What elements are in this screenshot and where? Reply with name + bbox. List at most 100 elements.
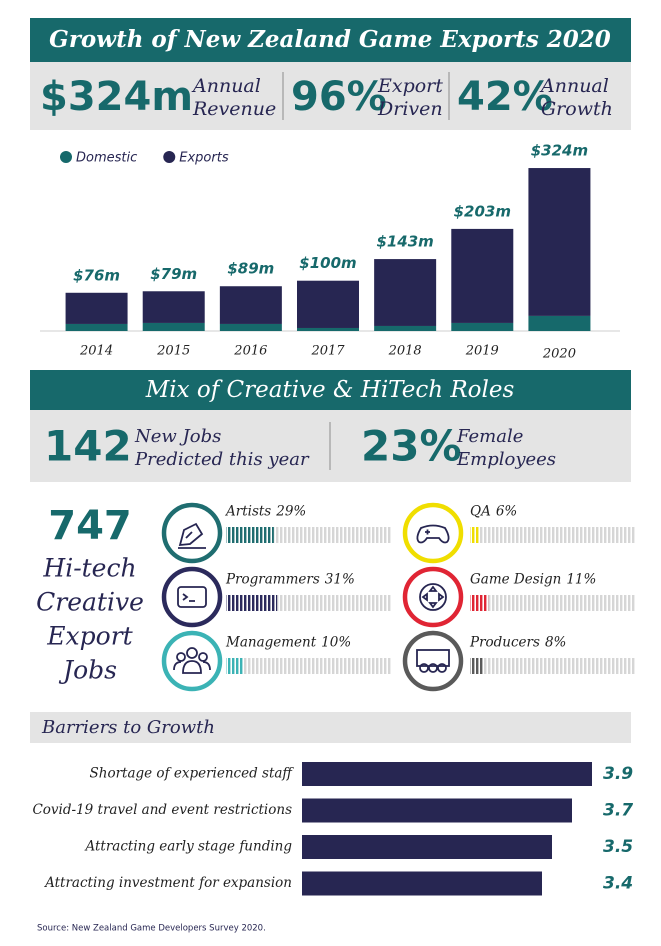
bar <box>226 658 243 674</box>
x-tick-label: 2020 <box>542 347 576 362</box>
total-label: $203m <box>454 202 511 220</box>
bar-segment <box>528 168 591 316</box>
bar-track <box>470 527 635 543</box>
role-icon-ring <box>402 630 464 692</box>
bar <box>226 595 278 611</box>
role-name: Game Design <box>470 572 561 588</box>
role-name: Producers <box>469 635 540 651</box>
x-tick-label: 2017 <box>310 344 345 359</box>
stat-label: Annual <box>539 75 609 97</box>
role-icon-ring <box>402 502 464 564</box>
bar-segment <box>374 325 437 331</box>
role-icon-ring <box>402 566 464 628</box>
bar-track <box>470 595 635 611</box>
title: Growth of New Zealand Game Exports 2020 <box>49 26 611 53</box>
value-label: 3.5 <box>603 837 633 857</box>
stat-label: Predicted this year <box>134 449 310 470</box>
bar <box>226 527 274 543</box>
role-value-label: 11% <box>566 572 596 588</box>
legend-swatch <box>60 151 72 163</box>
stat-label: Employees <box>456 449 556 470</box>
y-tick-label: Attracting early stage funding <box>83 839 292 855</box>
role-value-label: 29% <box>275 504 306 520</box>
stat-label: Revenue <box>192 98 276 120</box>
role-name: QA <box>470 504 491 520</box>
value-label: 3.7 <box>603 801 633 821</box>
stat-value: 23% <box>361 422 462 471</box>
x-tick-label: 2015 <box>156 344 190 359</box>
bar-track <box>470 658 635 674</box>
role-name: Artists <box>224 504 271 520</box>
icon-artists <box>178 522 206 549</box>
x-tick-label: 2016 <box>233 344 267 359</box>
bar-segment <box>65 323 128 331</box>
barriers-band <box>30 712 631 743</box>
stat-label: Growth <box>541 98 613 120</box>
jobs-label: Export <box>46 622 133 651</box>
icon-programmers <box>177 586 207 608</box>
y-tick-label: Attracting investment for expansion <box>43 875 292 891</box>
total-label: $89m <box>227 260 274 278</box>
bar <box>302 798 572 823</box>
role-value-label: 8% <box>545 635 566 651</box>
role-value-label: 10% <box>321 635 351 651</box>
total-label: $76m <box>73 266 120 284</box>
role-value-label: 31% <box>325 572 355 588</box>
y-tick-label: Covid-19 travel and event restrictions <box>32 802 292 818</box>
bar-segment <box>451 322 514 331</box>
role-icons <box>173 522 450 674</box>
stat-value: 42% <box>457 74 553 120</box>
value-label: 3.4 <box>603 874 633 894</box>
stat-label: Driven <box>377 98 443 120</box>
source: Source: New Zealand Game Developers Surv… <box>37 924 266 934</box>
role-value-label: 6% <box>496 504 517 520</box>
value-label: 3.9 <box>603 764 633 784</box>
stat-label: Female <box>456 426 523 447</box>
bar <box>302 835 552 859</box>
icon-producers <box>416 649 450 673</box>
stat-value: $324m <box>40 74 193 120</box>
role-name: Programmers <box>225 572 320 588</box>
bar-segment <box>451 228 514 323</box>
bar-segment <box>374 259 437 326</box>
stats-band <box>30 62 631 130</box>
icon-qa <box>416 524 450 544</box>
icon-management <box>173 647 211 674</box>
barriers-title: Barriers to Growth <box>41 717 215 738</box>
bar <box>470 595 489 611</box>
stat-label: New Jobs <box>134 426 221 447</box>
legend-swatch <box>163 151 176 163</box>
x-tick-label: 2019 <box>465 344 499 359</box>
stat-value: 142 <box>44 422 132 471</box>
title-bar <box>30 18 631 62</box>
bar-segment <box>528 315 591 331</box>
x-tick-label: 2018 <box>388 344 422 359</box>
bar <box>302 762 592 786</box>
bar-segment <box>142 291 205 323</box>
legend-label: Exports <box>179 151 229 166</box>
bar-segment <box>142 322 205 331</box>
stat-label: Export <box>377 75 443 97</box>
jobs-value: 747 <box>48 503 132 549</box>
jobs-label: Jobs <box>58 656 117 685</box>
stat-label: Annual <box>191 75 261 97</box>
role-icon-ring <box>161 630 223 692</box>
bar-track <box>226 658 391 674</box>
y-tick-label: Shortage of experienced staff <box>90 766 295 782</box>
jobs-label: Hi-tech <box>42 554 136 583</box>
role-icon-ring <box>161 566 223 628</box>
icon-game-design <box>419 583 447 611</box>
bar <box>302 871 542 896</box>
bar <box>470 527 480 543</box>
bar-segment <box>219 286 282 324</box>
total-label: $100m <box>299 254 356 272</box>
bar-segment <box>297 280 359 328</box>
role-icon-ring <box>161 502 223 564</box>
total-label: $143m <box>376 233 433 251</box>
bar-segment <box>219 323 282 331</box>
bar <box>470 658 484 674</box>
total-label: $324m <box>531 142 588 160</box>
bar-segment <box>297 327 359 331</box>
total-label: $79m <box>150 265 197 283</box>
